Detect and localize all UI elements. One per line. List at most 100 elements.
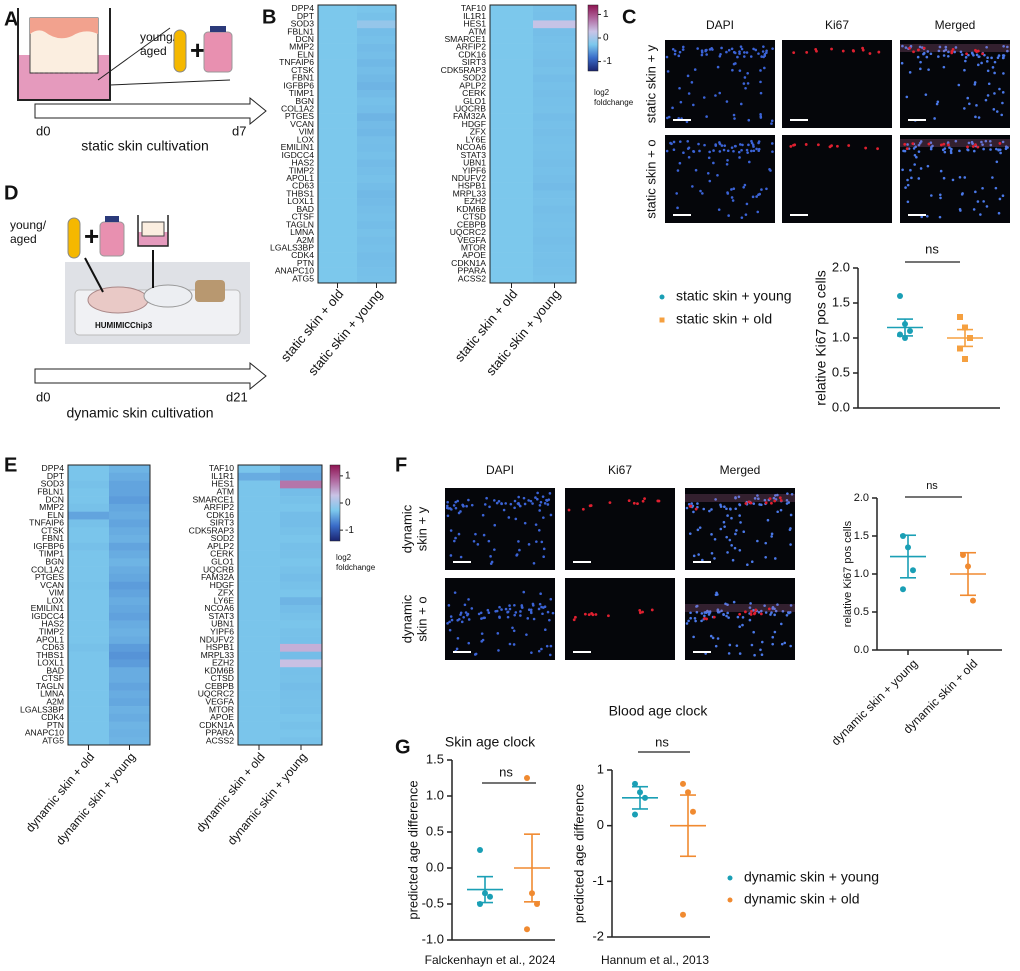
ki67-nucleus — [868, 52, 872, 55]
nucleus — [726, 551, 729, 554]
heat-cell — [68, 698, 110, 707]
nucleus — [467, 598, 470, 601]
legend-marker — [727, 897, 733, 903]
heat-cell — [280, 496, 323, 505]
ki67-nucleus — [804, 143, 808, 146]
nucleus — [676, 206, 679, 210]
gene-label: FAM32A — [201, 572, 234, 582]
nucleus — [667, 115, 671, 119]
gene-label: MTOR — [209, 704, 234, 714]
nucleus — [549, 513, 553, 517]
nucleus — [525, 633, 528, 636]
heat-cell — [318, 82, 358, 91]
heat-cell — [533, 35, 577, 44]
nucleus — [508, 642, 512, 646]
nucleus — [514, 517, 518, 521]
gene-label: APOL1 — [36, 634, 64, 644]
nucleus — [693, 68, 697, 71]
nucleus — [523, 502, 527, 506]
nucleus — [506, 610, 509, 614]
nucleus — [705, 53, 708, 56]
nucleus — [958, 175, 962, 179]
nucleus — [939, 169, 943, 173]
nucleus — [904, 46, 908, 49]
error-bar — [477, 875, 493, 904]
nucleus — [522, 590, 526, 594]
ki67-nucleus — [754, 608, 758, 612]
heat-cell — [490, 35, 534, 44]
data-point — [685, 789, 691, 796]
error-bar — [900, 534, 916, 579]
nucleus — [476, 543, 480, 546]
nucleus — [917, 143, 921, 147]
heat-cell — [318, 105, 358, 114]
heat-cell — [238, 706, 281, 715]
nucleus — [714, 498, 717, 501]
nucleus — [995, 110, 999, 113]
y-tick-label: 0.0 — [832, 399, 850, 414]
nucleus — [943, 150, 947, 154]
nucleus — [919, 67, 922, 71]
heat-cell — [68, 628, 110, 637]
nucleus — [692, 150, 696, 153]
gene-label: LOX — [297, 134, 314, 144]
nucleus — [730, 544, 733, 547]
nucleus — [762, 45, 765, 48]
heat-cell — [280, 682, 323, 691]
gene-label: PPARA — [206, 728, 235, 738]
nucleus — [1001, 101, 1004, 105]
nucleus — [508, 604, 511, 607]
nucleus — [961, 192, 964, 195]
heat-cell — [280, 503, 323, 512]
nucleus — [710, 508, 713, 511]
micrograph — [565, 578, 675, 660]
nucleus — [708, 48, 712, 51]
nucleus — [987, 82, 991, 86]
y-tick-label: -1.0 — [422, 931, 444, 946]
nucleus — [936, 100, 940, 104]
nucleus — [482, 616, 485, 620]
nucleus — [954, 139, 958, 143]
gene-label: LGALS3BP — [20, 704, 64, 714]
gene-label: TNFAIP6 — [29, 518, 64, 528]
heat-cell — [357, 51, 397, 60]
gene-label: ACSS2 — [458, 273, 486, 283]
panel-letter: B — [262, 6, 276, 28]
gene-label: THBS1 — [286, 188, 314, 198]
arrow — [34, 96, 267, 126]
nucleus — [774, 609, 778, 613]
heat-cell — [109, 659, 151, 668]
gene-label: HDGF — [210, 580, 234, 590]
heat-cell — [490, 136, 534, 145]
label: HUMIMIC — [95, 321, 130, 330]
nucleus — [929, 147, 933, 151]
gene-label: IGDCC4 — [282, 150, 315, 160]
nucleus — [449, 529, 453, 532]
nucleus — [755, 147, 758, 151]
nucleus — [906, 143, 909, 146]
nucleus — [904, 186, 907, 189]
nucleus — [780, 642, 784, 646]
pointer — [97, 27, 171, 81]
nucleus — [763, 66, 766, 70]
nucleus — [752, 149, 756, 153]
heat-cell — [238, 628, 281, 637]
nucleus — [757, 141, 760, 145]
nucleus — [979, 213, 982, 216]
heat-cell — [357, 120, 397, 129]
ki67-nucleus — [583, 612, 587, 616]
nucleus — [929, 52, 933, 56]
nucleus — [692, 103, 695, 107]
ki67-nucleus — [965, 52, 968, 56]
gene-label: IGFBP6 — [33, 541, 64, 551]
nucleus — [935, 102, 939, 106]
row-label: static skin + y — [643, 44, 658, 123]
ki67-nucleus — [922, 46, 926, 50]
nucleus — [733, 546, 737, 550]
heat-cell — [490, 236, 534, 245]
gene-label: DPT — [47, 471, 65, 481]
gene-label: HSPB1 — [206, 642, 234, 652]
arrow-down — [84, 257, 104, 293]
nucleus — [705, 115, 708, 118]
heat-cell — [238, 643, 281, 652]
